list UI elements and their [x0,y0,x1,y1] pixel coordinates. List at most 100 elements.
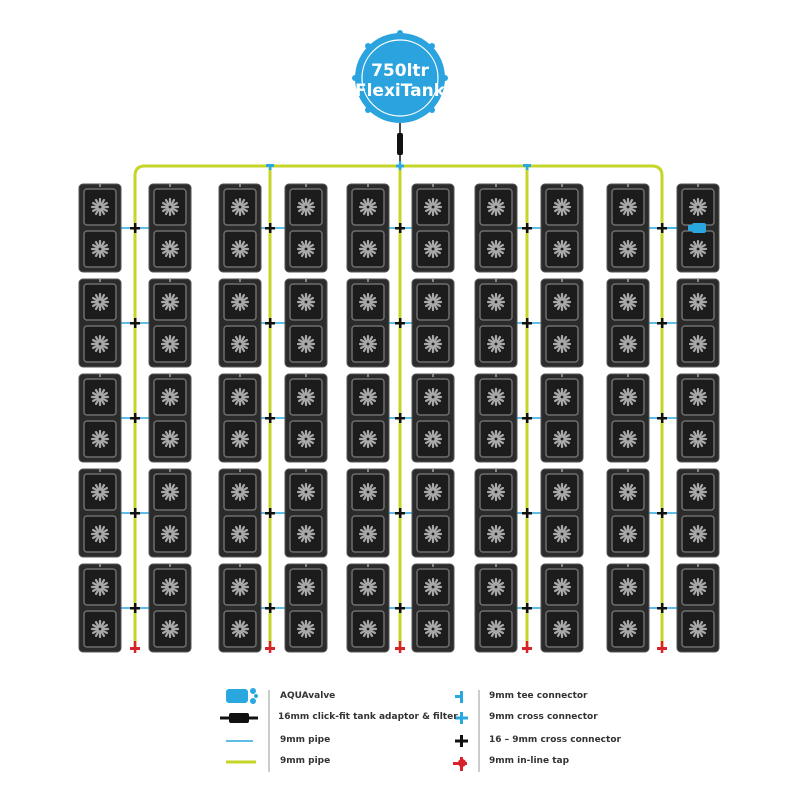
grow-tray [474,278,518,368]
plant-petal [91,201,99,207]
plant-petal [699,243,707,249]
grow-tray [218,183,262,273]
plant-petal [170,525,176,533]
plant-petal [231,344,239,350]
plant-petal [161,433,169,439]
plant-petal [619,207,627,213]
plant-petal [487,201,495,207]
plant-center [167,394,173,400]
plant-petal [94,335,100,343]
plant-petal [94,208,100,216]
plant-petal [300,250,306,258]
plant-petal [362,578,368,586]
plant-petal [100,430,106,438]
plant-petal [433,483,439,491]
plant-petal [434,486,442,492]
plant-petal [619,391,627,397]
grow-pot [681,188,715,226]
plant-petal [427,388,433,396]
plant-petal [490,198,496,206]
plant-petal [496,208,502,216]
plant-petal [698,578,704,586]
grow-pot [479,378,513,416]
black-cross-connector [265,512,275,515]
plant-petal [101,587,109,593]
plant-petal [427,578,433,586]
plant-petal [307,397,315,403]
plant-petal [164,430,170,438]
plant-petal [692,578,698,586]
plant-petal [307,302,315,308]
plant-petal [171,623,179,629]
plant-petal [553,629,561,635]
grow-pot [611,378,645,416]
plant-petal [368,483,374,491]
plant-petal [556,483,562,491]
plant-petal [619,623,627,629]
plant-petal [241,243,249,249]
plant-petal [434,581,442,587]
plant-center [430,341,436,347]
plant-petal [297,587,305,593]
plant-petal [424,207,432,213]
plant-center [365,394,371,400]
plant-petal [362,630,368,638]
plant-petal [362,620,368,628]
plant-petal [556,493,562,501]
tank-label-capacity: 750ltr [371,61,429,81]
plant-petal [496,398,502,406]
plant-petal [306,240,312,248]
grow-pot [153,610,187,648]
plant-petal [424,439,432,445]
plant-center [695,246,701,252]
plant-petal [698,483,704,491]
plant-petal [689,433,697,439]
plant-petal [629,534,637,540]
plant-petal [368,630,374,638]
plant-petal [94,535,100,543]
plant-petal [622,250,628,258]
plant-petal [619,344,627,350]
plant-petal [692,208,698,216]
plant-petal [91,296,99,302]
plant-petal [692,198,698,206]
plant-petal [553,581,561,587]
plant-petal [171,207,179,213]
plant-petal [240,440,246,448]
plant-petal [240,398,246,406]
grow-pot [545,230,579,268]
plant-petal [359,623,367,629]
plant-petal [300,483,306,491]
plant-center [303,436,309,442]
plant-petal [699,302,707,308]
plant-petal [496,525,502,533]
plant-petal [306,430,312,438]
plant-petal [369,207,377,213]
grow-pot [545,473,579,511]
grow-pot [545,283,579,321]
grow-pot [351,188,385,226]
plant-petal [622,303,628,311]
plant-petal [433,388,439,396]
plant-petal [556,345,562,353]
plant-center [237,584,243,590]
plant-petal [497,492,505,498]
black-cross-connector [265,417,275,420]
plant-petal [164,388,170,396]
inline-tap [660,641,664,653]
grow-pot [479,568,513,606]
plant-petal [101,486,109,492]
plant-center [430,246,436,252]
plant-petal [699,344,707,350]
plant-center [237,626,243,632]
grow-pot [83,378,117,416]
plant-center [625,341,631,347]
plant-petal [424,249,432,255]
plant-petal [100,335,106,343]
plant-petal [101,439,109,445]
plant-petal [556,303,562,311]
plant-petal [306,535,312,543]
plant-petal [161,492,169,498]
plant-petal [307,391,315,397]
plant-center [303,531,309,537]
